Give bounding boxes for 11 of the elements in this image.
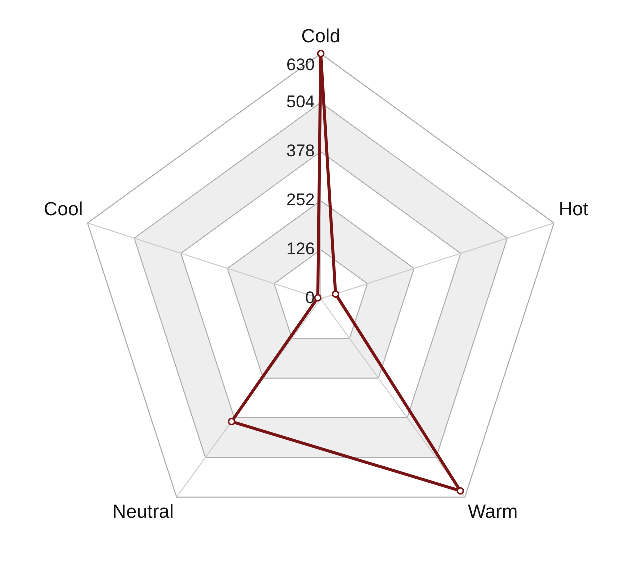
y-tick-label: 504 [286,92,315,112]
y-tick-label: 630 [286,55,315,74]
y-tick-label: 378 [286,142,315,161]
spoke-label: Cool [44,200,84,221]
spoke-label: Warm [468,502,518,524]
y-tick-label: 0 [306,288,315,308]
y-tick-label: 126 [286,240,315,259]
spoke-label: Cold [301,26,341,48]
spoke-label: Neutral [112,502,174,524]
spoke-label: Hot [558,200,590,221]
y-tick-label: 252 [286,190,315,210]
